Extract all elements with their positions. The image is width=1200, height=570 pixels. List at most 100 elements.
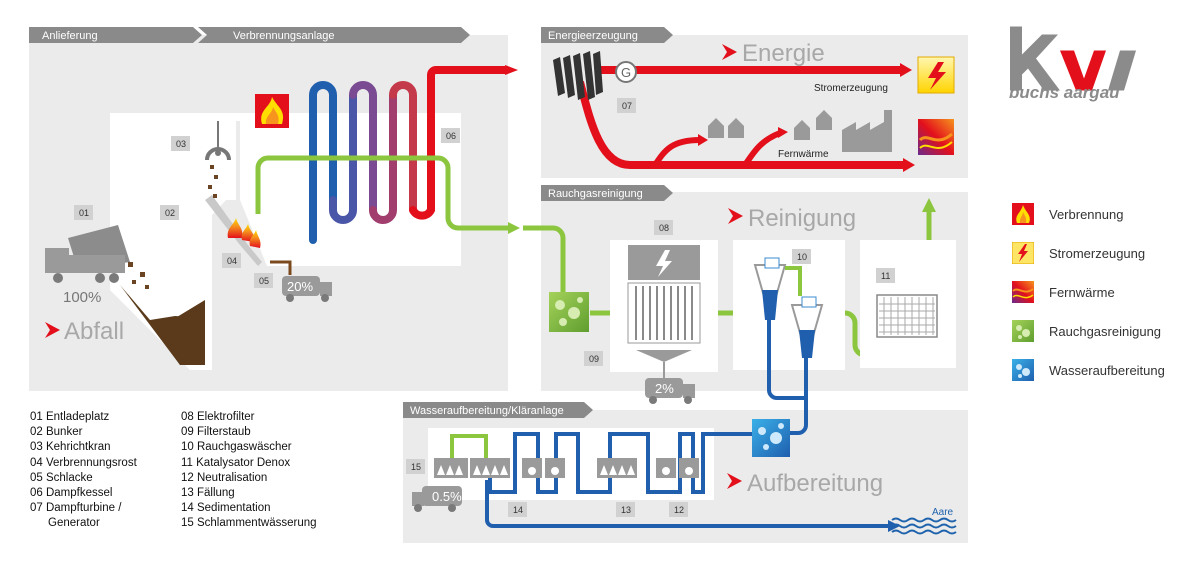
sludge-truck: 0.5% <box>412 486 462 512</box>
svg-text:Abfall: Abfall <box>64 318 124 345</box>
legend-item: 01 Entladeplatz <box>30 411 110 423</box>
tank-details <box>437 465 693 475</box>
svg-text:13: 13 <box>621 505 631 515</box>
legend-item: 11 Katalysator Denox <box>181 456 291 469</box>
legend-item: 10 Rauchgaswäscher <box>181 441 292 454</box>
sludge-line <box>450 434 488 462</box>
header-verbrennungsanlage: Verbrennungsanlage <box>198 27 470 43</box>
fire-icon <box>1012 203 1034 225</box>
header-anlieferung: Anlieferung <box>29 27 202 43</box>
elektrofilter <box>627 245 701 362</box>
legend-item: 07 Dampfturbine / <box>30 502 122 515</box>
logo-subtitle: buchs aargau <box>1009 83 1120 102</box>
svg-text:14: 14 <box>513 505 523 515</box>
verbrennung-badge <box>255 94 289 128</box>
slag-line <box>270 260 292 275</box>
arrow-strom <box>900 63 912 77</box>
svg-text:Aufbereitung: Aufbereitung <box>747 470 883 497</box>
header-wasseraufbereitung: Wasseraufbereitung/Kläranlage <box>403 402 593 418</box>
bubbles-green-icon <box>1012 320 1034 342</box>
svg-text:08: 08 <box>659 223 669 233</box>
svg-text:02: 02 <box>165 208 175 218</box>
strom-badge <box>917 56 955 94</box>
aufbereitung-label: Aufbereitung <box>727 470 883 497</box>
svg-text:04: 04 <box>227 256 237 266</box>
waste-pieces <box>128 165 218 289</box>
legend-item: 02 Bunker <box>30 426 83 439</box>
legend-column-2: 08 Elektrofilter 09 Filterstaub 10 Rauch… <box>181 410 317 532</box>
stromerzeugung-label: Stromerzeugung <box>814 83 888 94</box>
legend-item: 14 Sedimentation <box>181 502 271 515</box>
svg-text:G: G <box>621 65 631 80</box>
svg-text:12: 12 <box>674 505 684 515</box>
svg-text:03: 03 <box>176 139 186 149</box>
bubbles-blue-icon <box>1012 359 1034 381</box>
heat-wave-icon <box>1012 281 1034 303</box>
rauchgaswaescher <box>753 257 824 358</box>
arrow-gas-up <box>922 198 936 212</box>
legend-item: 12 Neutralisation <box>181 471 268 484</box>
rauchgasreinigung-badge <box>549 292 589 332</box>
fernwaerme-label: Fernwärme <box>778 149 829 160</box>
legend-item: 09 Filterstaub <box>181 426 251 439</box>
wasseraufbereitung-badge <box>752 419 790 457</box>
legend-column-1: 01 Entladeplatz 02 Bunker 03 Kehrichtkra… <box>30 410 137 532</box>
sludge-percent: 0.5% <box>432 489 462 504</box>
abfall-label: Abfall <box>45 318 124 345</box>
legend-item: 04 Verbrennungsrost <box>30 456 137 469</box>
svg-text:06: 06 <box>446 131 456 141</box>
side-legend-verbrennung: Verbrennung <box>1012 203 1192 229</box>
lightning-icon <box>1012 242 1034 264</box>
legend-item: 06 Dampfkessel <box>30 487 113 500</box>
svg-text:Rauchgasreinigung: Rauchgasreinigung <box>548 188 643 200</box>
aare-label: Aare <box>932 507 954 518</box>
header-energieerzeugung: Energieerzeugung <box>541 27 673 43</box>
kehrichtkran-grab <box>205 121 231 161</box>
arrow-branch-2 <box>778 127 788 138</box>
arrow-aare <box>888 520 900 532</box>
svg-text:Verbrennungsanlage: Verbrennungsanlage <box>233 30 335 42</box>
side-legend-wasseraufbereitung: Wasseraufbereitung <box>1012 359 1192 385</box>
legend-item: 15 Schlammentwässerung <box>181 517 317 530</box>
aare-waves <box>891 517 957 535</box>
arrow-gas-1 <box>508 222 520 234</box>
side-legend-stromerzeugung: Stromerzeugung <box>1012 242 1192 268</box>
turbine <box>553 51 603 100</box>
fernwaerme-badge <box>918 119 954 155</box>
filterstaub-percent: 2% <box>655 381 674 396</box>
abfall-percent: 100% <box>63 289 101 306</box>
generator: G <box>615 61 637 83</box>
svg-text:Reinigung: Reinigung <box>748 205 856 232</box>
arrow-branch-1 <box>698 134 708 146</box>
energie-label: Energie <box>722 40 825 67</box>
svg-text:15: 15 <box>411 462 421 472</box>
waste-truck <box>45 225 130 283</box>
svg-text:05: 05 <box>259 276 269 286</box>
legend-item: 08 Elektrofilter <box>181 411 255 423</box>
svg-text:10: 10 <box>797 252 807 262</box>
rauchgaswaescher-box <box>733 240 845 370</box>
svg-text:Energieerzeugung: Energieerzeugung <box>548 30 638 42</box>
svg-text:07: 07 <box>622 101 632 111</box>
svg-text:09: 09 <box>589 354 599 364</box>
side-legend-fernwaerme: Fernwärme <box>1012 281 1192 307</box>
svg-text:Anlieferung: Anlieferung <box>42 30 98 42</box>
slag-truck: 20% <box>282 276 332 302</box>
legend-item: 13 Fällung <box>181 487 235 500</box>
svg-text:11: 11 <box>881 271 890 281</box>
grate-fire <box>227 218 261 248</box>
arrow-fernwaerme <box>903 158 915 172</box>
kva-logo: kva <box>1010 26 1136 91</box>
header-rauchgasreinigung: Rauchgasreinigung <box>541 185 673 201</box>
legend-item: 05 Schlacke <box>30 471 93 484</box>
legend-item: 03 Kehrichtkran <box>30 441 111 454</box>
slag-percent: 20% <box>287 279 313 294</box>
legend-item: Generator <box>48 517 100 530</box>
number-badges: 01 02 03 04 05 06 07 08 09 10 11 12 13 1… <box>74 98 895 517</box>
side-legend-rauchgasreinigung: Rauchgasreinigung <box>1012 320 1192 346</box>
reinigung-label: Reinigung <box>728 205 856 232</box>
svg-text:Energie: Energie <box>742 40 825 67</box>
svg-text:01: 01 <box>79 208 89 218</box>
factory <box>842 110 892 152</box>
